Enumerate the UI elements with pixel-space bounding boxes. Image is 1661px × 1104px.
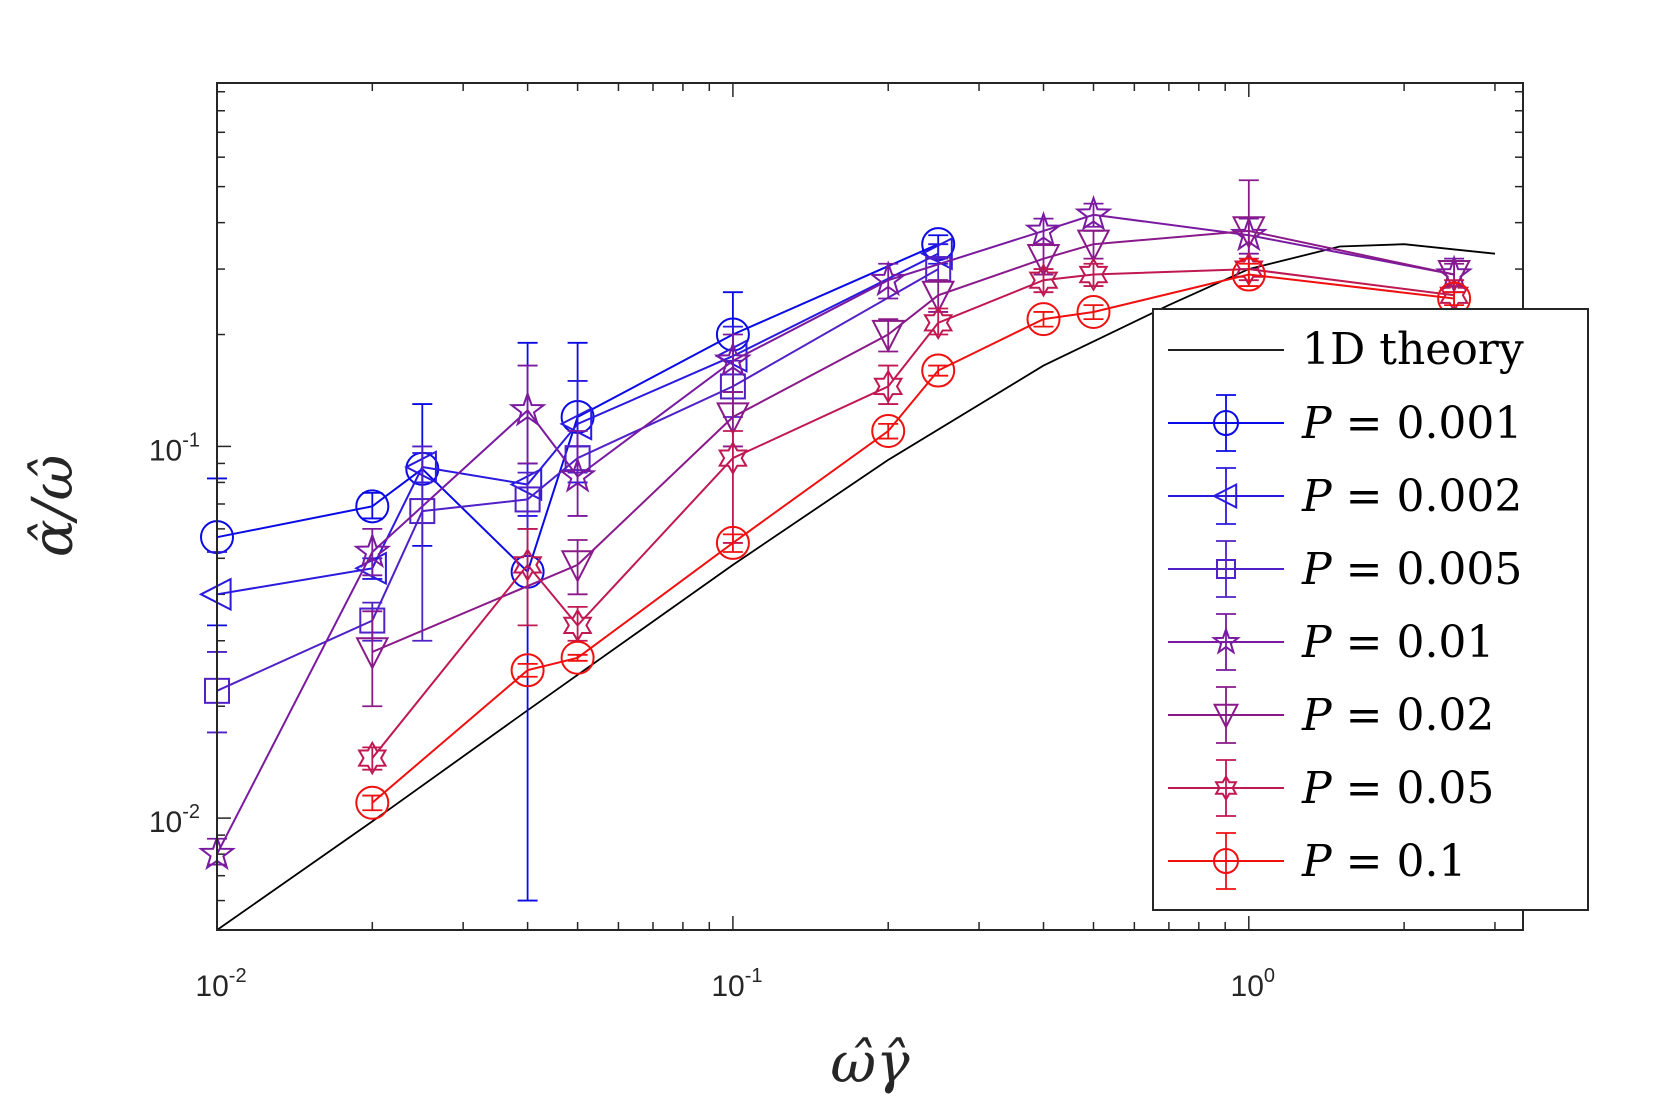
theory-layer [216, 243, 1496, 931]
data-point-star [1211, 626, 1241, 655]
data-point-star [1024, 211, 1063, 247]
data-point-hexagram [1028, 263, 1059, 298]
data-point-triangle-left [509, 467, 543, 502]
x-axis-label: ω̂γ̂ [830, 1031, 910, 1096]
legend-item: P = 0.002 [1168, 467, 1522, 525]
legend-label: P = 0.01 [1301, 617, 1494, 668]
data-point-square [409, 498, 436, 525]
y-axis-label: α̂/ω̂ [21, 455, 86, 557]
data-point-hexagram [1078, 257, 1109, 292]
y-tick-label: 10-2 [149, 801, 200, 839]
data-point-circle [1076, 294, 1111, 329]
data-point-circle [871, 414, 906, 449]
x-tick-label: 10-1 [711, 965, 762, 1003]
legend-item: P = 0.05 [1168, 759, 1494, 817]
data-point-hexagram [923, 305, 954, 340]
legend-item: P = 0.005 [1168, 540, 1522, 598]
data-point-hexagram [357, 740, 388, 776]
legend-label: P = 0.05 [1301, 763, 1494, 814]
legend-items: 1D theory P = 0.001 P = 0.002 P = 0.005 P = … [1168, 324, 1524, 890]
series-7 [355, 257, 1472, 820]
data-point-star [353, 532, 392, 569]
data-point-circle [1231, 257, 1266, 292]
data-point-triangle-down [1212, 703, 1240, 730]
data-point-triangle-down [716, 402, 750, 436]
legend-item: P = 0.01 [1168, 613, 1494, 671]
data-point-circle [1213, 410, 1239, 436]
data-point-triangle-left [198, 577, 232, 612]
data-point-star [508, 390, 547, 427]
data-point-star [713, 340, 752, 377]
data-point-triangle-down [1076, 229, 1111, 263]
data-point-triangle-down [1231, 216, 1266, 250]
data-point-square [1216, 559, 1236, 579]
data-point-star [869, 260, 908, 297]
data-point-square [514, 486, 541, 513]
data-point-triangle-down [1437, 259, 1471, 293]
data-point-triangle-down [355, 637, 390, 671]
x-tick-label: 100 [1231, 965, 1276, 1003]
data-point-circle [560, 640, 595, 675]
data-point-hexagram [717, 440, 748, 476]
series-layer [198, 179, 1474, 902]
theory-line [216, 243, 1496, 931]
data-point-triangle-left [1211, 482, 1238, 510]
legend-label: P = 0.001 [1301, 398, 1522, 449]
data-point-triangle-down [1026, 244, 1061, 277]
data-point-triangle-down [921, 280, 956, 314]
data-point-hexagram [512, 547, 543, 583]
series-6 [357, 251, 1470, 776]
series-line [371, 273, 1455, 804]
data-point-star [558, 456, 597, 493]
legend-item: P = 0.001 [1168, 394, 1522, 452]
y-tick-label: 10-1 [149, 429, 200, 467]
data-point-circle [1026, 302, 1061, 337]
data-point-triangle-left [920, 236, 953, 271]
data-point-hexagram [1214, 774, 1238, 802]
legend-item: P = 0.1 [1168, 832, 1466, 890]
data-point-hexagram [873, 369, 904, 404]
data-point-hexagram [562, 608, 593, 643]
data-point-triangle-down [560, 550, 595, 584]
data-point-circle [510, 653, 545, 688]
series-line [371, 268, 1455, 759]
data-point-circle [355, 785, 390, 820]
series-line [216, 213, 1455, 855]
data-point-triangle-down [871, 319, 906, 353]
tick-labels: 10-2 10-1 100 10-2 10-1 [149, 429, 1275, 1003]
legend-item: P = 0.02 [1168, 686, 1494, 744]
legend-label: P = 0.002 [1301, 471, 1522, 522]
data-point-star [1074, 194, 1113, 231]
data-point-circle [921, 353, 956, 388]
legend-label: P = 0.005 [1301, 544, 1522, 595]
legend: 1D theory P = 0.001 P = 0.002 P = 0.005 P = … [1152, 308, 1589, 911]
legend-label: P = 0.1 [1301, 836, 1466, 887]
data-point-circle [1213, 848, 1239, 874]
data-point-triangle-left [404, 450, 437, 484]
x-tick-label: 10-2 [195, 965, 246, 1003]
legend-label: P = 0.02 [1301, 690, 1494, 741]
data-point-circle [355, 489, 390, 524]
data-point-circle [715, 525, 750, 560]
legend-theory-label: 1D theory [1302, 324, 1524, 375]
